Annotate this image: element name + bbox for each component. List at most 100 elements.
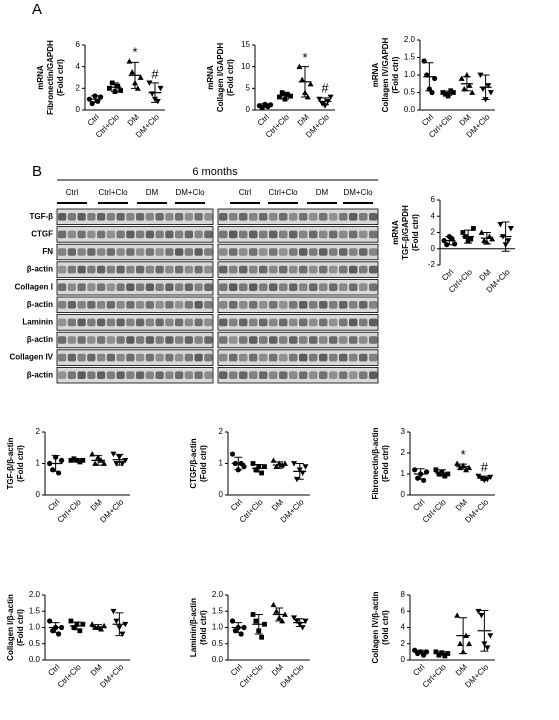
x-tick-label: Ctrl bbox=[256, 112, 271, 127]
blot-band bbox=[58, 283, 67, 291]
blot-band bbox=[249, 318, 258, 327]
data-point bbox=[487, 633, 494, 639]
x-tick-label: DM bbox=[89, 497, 104, 512]
blot-band bbox=[269, 230, 278, 239]
blot-band bbox=[145, 213, 154, 221]
error-bar bbox=[481, 74, 490, 100]
blot-band bbox=[289, 353, 298, 362]
blot-strip bbox=[217, 261, 379, 278]
blot-band bbox=[349, 301, 358, 309]
x-tick-label: DM bbox=[270, 662, 285, 677]
blot-band bbox=[269, 353, 278, 362]
blot-band bbox=[349, 283, 358, 291]
blot-band bbox=[155, 213, 164, 221]
y-tick-label: 1.5 bbox=[404, 53, 416, 62]
blot-row-label: TGF-β bbox=[29, 212, 53, 221]
blot-band bbox=[165, 213, 174, 221]
data-point bbox=[463, 72, 470, 78]
blot-row-label: β-actin bbox=[27, 335, 53, 344]
y-axis-label: (Fold ctrl) bbox=[226, 59, 235, 96]
data-point bbox=[478, 229, 485, 235]
blot-band bbox=[329, 336, 338, 344]
data-point bbox=[291, 461, 298, 467]
blot-band bbox=[204, 265, 213, 274]
data-point bbox=[80, 621, 86, 627]
data-point bbox=[89, 621, 96, 627]
y-tick-label: 2 bbox=[431, 228, 436, 237]
blot-band bbox=[116, 318, 125, 327]
data-point bbox=[119, 461, 126, 467]
blot-band bbox=[259, 301, 268, 309]
data-point bbox=[259, 470, 265, 476]
blot-band bbox=[116, 283, 125, 291]
blot-band bbox=[259, 318, 268, 327]
blot-band bbox=[339, 318, 348, 327]
blot-band bbox=[184, 248, 193, 256]
y-axis-label: mRNA bbox=[36, 65, 45, 90]
data-point bbox=[291, 615, 298, 621]
y-tick-label: -2 bbox=[428, 260, 436, 269]
blot-band bbox=[239, 265, 248, 274]
blot-band bbox=[58, 265, 67, 274]
y-tick-label: 2 bbox=[219, 427, 224, 436]
blot-band bbox=[289, 283, 298, 291]
blot-band bbox=[309, 283, 318, 291]
blot-band bbox=[58, 318, 67, 327]
data-point bbox=[118, 88, 123, 93]
blot-band bbox=[339, 213, 348, 221]
blot-band bbox=[136, 318, 145, 327]
blot-band bbox=[126, 283, 135, 291]
blot-band bbox=[279, 283, 288, 291]
y-tick-label: 2 bbox=[76, 83, 81, 92]
blot-band bbox=[269, 371, 278, 379]
y-axis-label: Collagen IV/β-actin bbox=[371, 591, 380, 663]
data-point bbox=[110, 451, 117, 458]
data-point bbox=[107, 85, 112, 91]
blot-band bbox=[194, 213, 203, 221]
y-tick-label: 5 bbox=[246, 83, 251, 92]
blot-band bbox=[175, 301, 184, 309]
blot-band bbox=[239, 248, 248, 256]
blot-band bbox=[136, 353, 145, 362]
blot-strip bbox=[217, 331, 379, 349]
blot-band bbox=[184, 353, 193, 362]
data-point bbox=[307, 81, 314, 87]
chart: 0.0 0.5 1.0 1.5 2.0 mRNA Collagen IV/GAPDH (Fol… bbox=[371, 35, 495, 140]
panel-label: A bbox=[32, 1, 42, 18]
y-axis-label: mRNA bbox=[371, 63, 380, 88]
chart: 0 5 10 15 mRNA Collagen I/GAPDH (Fold ctrl) Ctr… bbox=[206, 40, 335, 140]
blot-band bbox=[219, 213, 228, 221]
data-point bbox=[119, 631, 126, 637]
blot-band bbox=[279, 371, 288, 379]
error-bar bbox=[94, 455, 103, 466]
data-point bbox=[89, 451, 96, 457]
blot-band bbox=[229, 248, 238, 256]
significance: * bbox=[132, 45, 137, 60]
y-tick-label: 0.5 bbox=[29, 639, 41, 648]
data-point bbox=[450, 90, 456, 95]
blot-band bbox=[155, 283, 164, 291]
y-axis-label: Fibronectin/GAPDH bbox=[46, 40, 55, 115]
data-point bbox=[101, 460, 108, 466]
blot-band bbox=[77, 336, 86, 344]
blot-band bbox=[165, 248, 174, 256]
blot-band bbox=[175, 318, 184, 327]
data-point bbox=[485, 83, 492, 89]
blot-band bbox=[145, 301, 154, 309]
data-point bbox=[470, 226, 476, 231]
blot-band bbox=[58, 336, 67, 344]
y-axis-label: mRNA bbox=[206, 65, 215, 90]
blot-band bbox=[299, 371, 308, 379]
y-tick-label: 0.0 bbox=[29, 655, 41, 664]
blot-band bbox=[329, 283, 338, 291]
y-tick-label: 2.0 bbox=[29, 590, 41, 599]
blot-band bbox=[289, 318, 298, 327]
blot-band bbox=[194, 283, 203, 291]
data-point bbox=[484, 645, 491, 651]
blot-band bbox=[165, 301, 174, 309]
blot-band bbox=[319, 230, 328, 239]
chart: 0.0 0.5 1.0 1.5 2.0 Laminin/β-actin (fold ctrl… bbox=[189, 590, 310, 690]
data-point bbox=[253, 467, 259, 473]
y-tick-label: 15 bbox=[241, 40, 250, 49]
